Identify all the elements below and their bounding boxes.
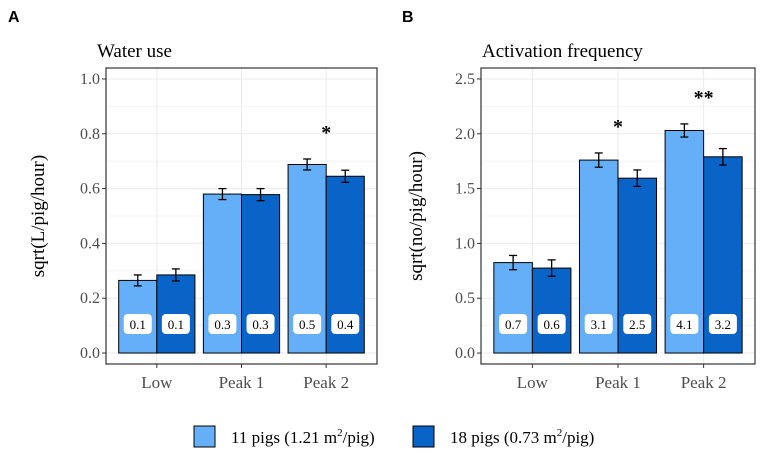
- chart-title: Activation frequency: [482, 41, 643, 62]
- y-tick-label: 1.5: [455, 181, 475, 198]
- data-label-box: [584, 314, 613, 334]
- significance-marker: **: [694, 87, 714, 109]
- y-tick-label: 2.0: [455, 126, 475, 143]
- x-tick-label: Low: [141, 373, 173, 392]
- data-label-box: [623, 314, 652, 334]
- data-label-box: [708, 314, 737, 334]
- significance-marker: *: [321, 122, 331, 144]
- bar: [156, 274, 196, 354]
- y-tick-label: 0.0: [80, 345, 100, 362]
- panel-a: A Water use sqrt(L/pig/hour) 0.0 0.2 0.4 0.6 0.…: [8, 9, 378, 392]
- data-label: 3.1: [591, 317, 607, 332]
- data-label-box: [123, 314, 152, 334]
- x-tick-label: Low: [517, 373, 549, 392]
- data-label: 0.3: [252, 317, 268, 332]
- data-label: 0.6: [544, 317, 561, 332]
- data-label: 3.2: [715, 317, 731, 332]
- legend: 11 pigs (1.21 m2/pig) 18 pigs (0.73 m2/p…: [193, 425, 594, 448]
- y-tick-label: 0.8: [80, 126, 100, 143]
- data-label: 4.1: [676, 317, 692, 332]
- panel-letter: B: [402, 9, 414, 26]
- data-label-box: [331, 314, 360, 334]
- data-label: 0.4: [337, 317, 354, 332]
- chart-title: Water use: [97, 41, 172, 62]
- significance-marker: *: [613, 116, 623, 138]
- y-tick-label: 1.0: [455, 235, 475, 252]
- data-label: 0.5: [299, 317, 315, 332]
- y-tick-label: 0.5: [455, 290, 475, 307]
- y-tick-label: 0.0: [455, 345, 475, 362]
- legend-swatch-18-pigs: [412, 425, 435, 448]
- data-label: 0.7: [505, 317, 522, 332]
- data-label-box: [499, 314, 528, 334]
- bar: [493, 262, 533, 354]
- y-tick-label: 0.2: [80, 290, 100, 307]
- data-label: 2.5: [629, 317, 645, 332]
- bar: [531, 267, 572, 354]
- y-axis-label: sqrt(L/pig/hour): [28, 155, 49, 277]
- data-label: 0.3: [214, 317, 230, 332]
- data-label-box: [246, 314, 275, 334]
- panel-b: B Activation frequency sqrt(no/pig/hour) 0.…: [402, 9, 756, 392]
- x-tick-label: Peak 2: [681, 373, 727, 392]
- x-tick-label: Peak 1: [219, 373, 265, 392]
- y-tick-label: 0.6: [80, 181, 100, 198]
- data-label-box: [537, 314, 566, 334]
- panel-letter: A: [8, 9, 20, 26]
- data-label: 0.1: [168, 317, 184, 332]
- x-tick-label: Peak 1: [595, 373, 641, 392]
- data-label-box: [293, 314, 322, 334]
- y-tick-label: 0.4: [80, 235, 100, 252]
- x-tick-label: Peak 2: [303, 373, 349, 392]
- legend-label-18-pigs: 18 pigs (0.73 m2/pig): [450, 427, 594, 447]
- y-axis-label: sqrt(no/pig/hour): [406, 151, 427, 281]
- legend-label-11-pigs: 11 pigs (1.21 m2/pig): [231, 427, 375, 447]
- data-label-box: [670, 314, 699, 334]
- legend-swatch-11-pigs: [193, 425, 216, 448]
- data-label-box: [208, 314, 237, 334]
- data-label-box: [161, 314, 190, 334]
- y-tick-label: 1.0: [80, 71, 100, 88]
- y-tick-label: 2.5: [455, 71, 475, 88]
- data-label: 0.1: [130, 317, 146, 332]
